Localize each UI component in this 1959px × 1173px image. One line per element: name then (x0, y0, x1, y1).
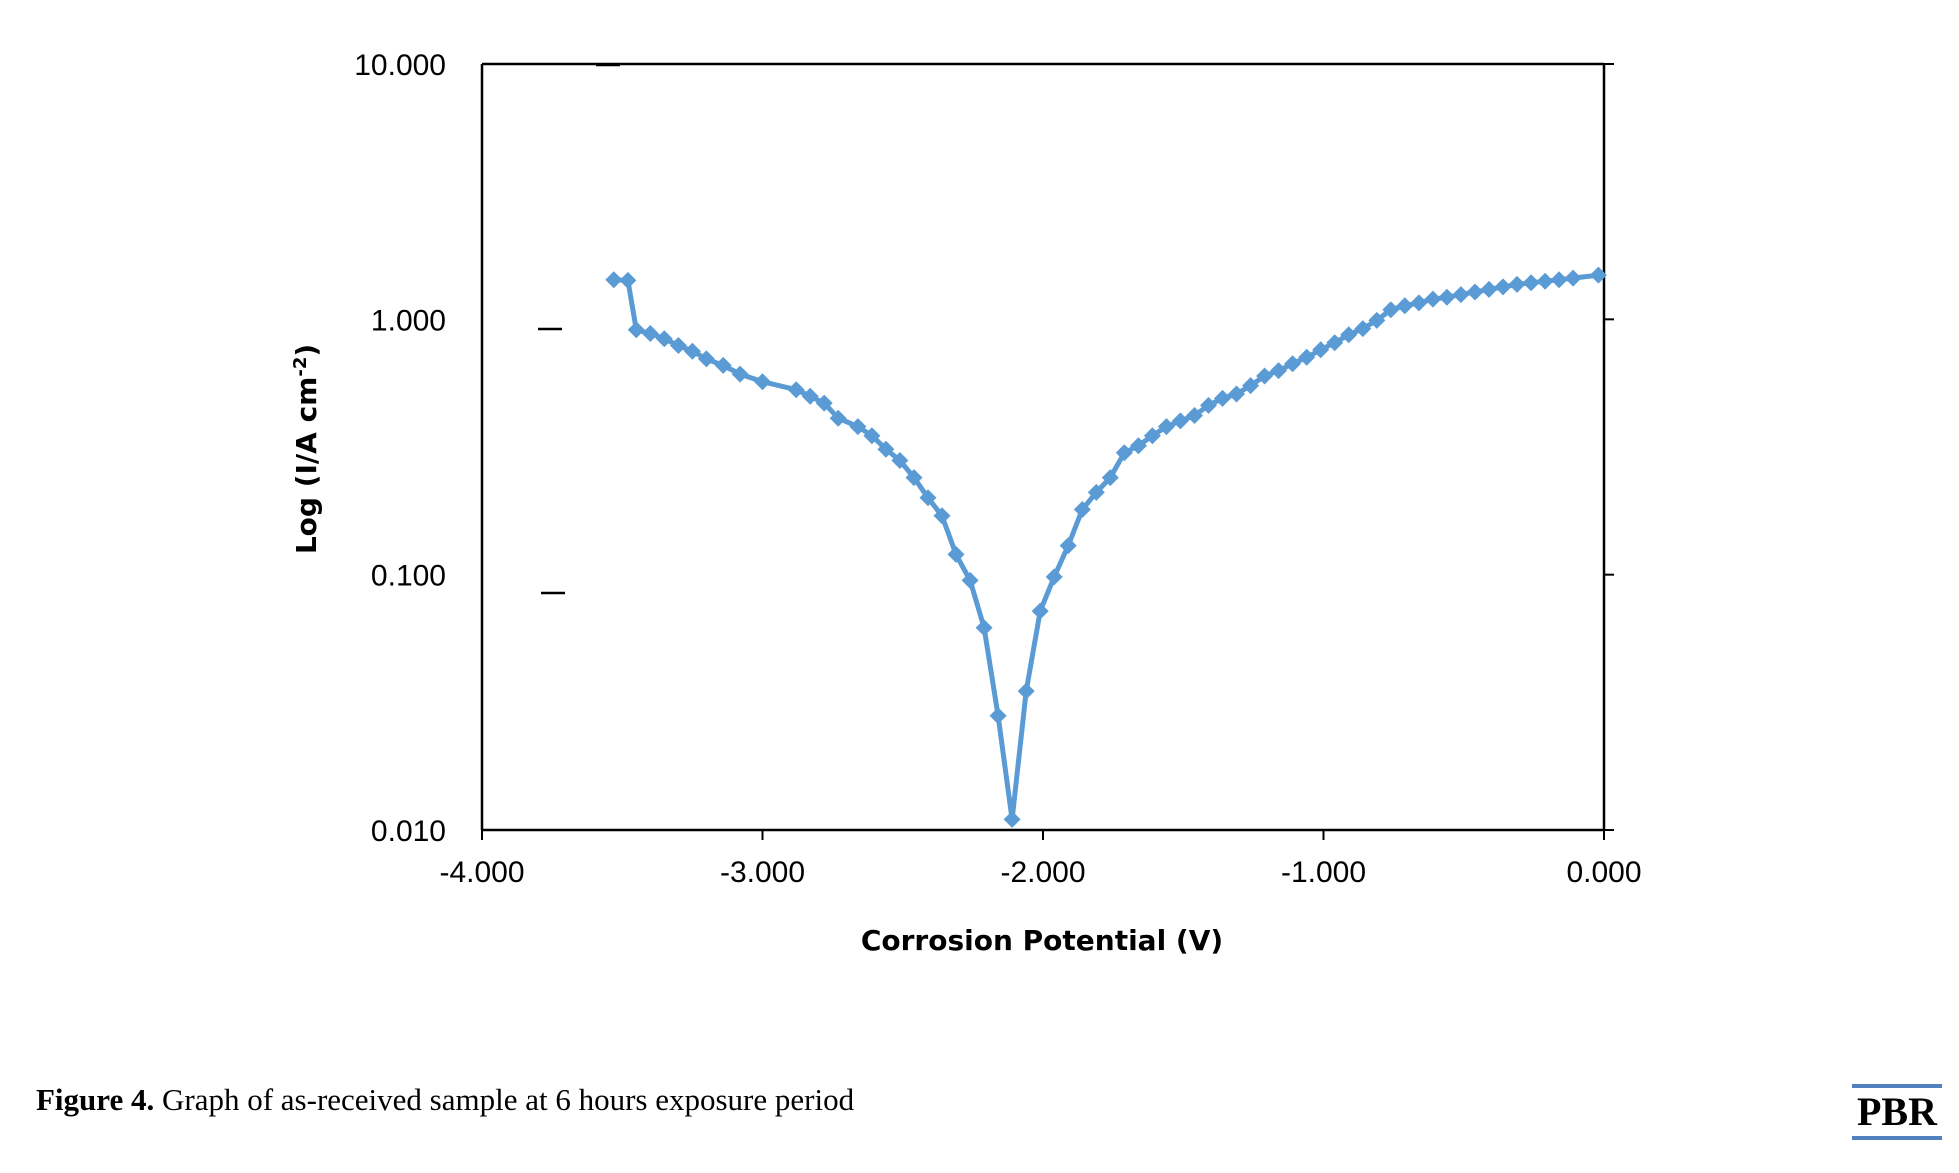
y-tick-label: 10.000 (354, 49, 446, 82)
data-point (1101, 469, 1119, 487)
data-point (1228, 385, 1245, 403)
data-point (975, 619, 993, 637)
y-axis: 10.000 1.000 0.100 0.010 (354, 49, 1614, 848)
data-point (1536, 272, 1554, 290)
data-point (961, 571, 979, 589)
y-tick-label: 0.100 (371, 560, 446, 593)
logo-bar-bottom (1852, 1136, 1942, 1140)
publisher-logo: PBR (1852, 1084, 1942, 1140)
figure-caption: Figure 4. Graph of as-received sample at… (36, 1082, 854, 1118)
data-point (1480, 280, 1498, 298)
data-point (1368, 311, 1386, 329)
data-point (1424, 290, 1442, 308)
y-axis-title: Log (I/A cm-2) (290, 344, 324, 554)
data-point (697, 350, 715, 368)
x-tick-label: -4.000 (439, 856, 524, 889)
data-point (1298, 348, 1316, 366)
data-point (1045, 568, 1063, 586)
data-point (829, 409, 847, 427)
data-point (731, 365, 749, 383)
data-point (1410, 294, 1428, 312)
data-point (1214, 389, 1231, 407)
data-point (1494, 278, 1512, 296)
data-point (1087, 483, 1105, 501)
x-tick-label: -3.000 (720, 856, 805, 889)
data-point (1312, 341, 1330, 359)
data-point (1382, 301, 1400, 319)
data-point (947, 545, 965, 563)
figure-caption-text: Graph of as-received sample at 6 hours e… (154, 1082, 855, 1117)
data-point (801, 387, 819, 405)
data-point (1186, 407, 1203, 424)
data-point (1031, 602, 1049, 620)
data-point (905, 469, 923, 487)
data-point (1157, 418, 1175, 436)
data-point (605, 271, 623, 289)
data-point (1508, 275, 1526, 293)
data-point (1003, 810, 1021, 828)
data-point (1129, 437, 1147, 455)
data-point (714, 356, 732, 374)
data-point (641, 325, 659, 342)
data-point (1326, 334, 1344, 352)
x-axis-title: Corrosion Potential (V) (861, 924, 1223, 957)
y-axis-title-close: ) (290, 344, 323, 357)
data-point (627, 321, 645, 339)
data-point (1115, 444, 1133, 462)
logo-bar-top (1852, 1084, 1942, 1088)
data-point (1270, 362, 1288, 380)
x-axis: -4.000 -3.000 -2.000 -1.000 0.000 (439, 830, 1642, 889)
data-point (1564, 269, 1582, 287)
data-point (1550, 271, 1568, 289)
data-point (989, 707, 1007, 725)
data-point (655, 330, 673, 348)
data-point (1466, 283, 1484, 301)
series-line (613, 272, 1599, 822)
data-point (669, 337, 687, 354)
data-point (1522, 274, 1540, 292)
data-point (1452, 286, 1470, 304)
data-point (1340, 326, 1358, 344)
data-point (933, 507, 951, 525)
data-point (1438, 288, 1456, 306)
data-point (891, 452, 909, 469)
data-point (1589, 266, 1607, 284)
data-point (919, 489, 937, 507)
data-point (1396, 297, 1414, 315)
y-axis-title-sup: -2 (290, 357, 311, 377)
data-point (1200, 396, 1217, 414)
data-point (1017, 682, 1035, 700)
figure-label: Figure 4. (36, 1082, 155, 1117)
data-point (1143, 427, 1161, 445)
y-axis-title-main: Log (I/A cm (290, 377, 323, 555)
data-point (787, 381, 805, 399)
x-tick-label: 0.000 (1566, 856, 1641, 889)
plot-frame (480, 62, 1606, 832)
x-tick-label: -2.000 (1000, 856, 1085, 889)
series-layer (605, 266, 1607, 828)
data-point (849, 418, 867, 436)
logo-text: PBR (1857, 1089, 1937, 1134)
data-point (1242, 377, 1260, 395)
data-point (683, 342, 701, 360)
y-tick-label: 1.000 (371, 304, 446, 337)
data-point (619, 271, 637, 289)
data-point (754, 373, 771, 391)
x-tick-label: -1.000 (1281, 856, 1366, 889)
data-point (1059, 537, 1077, 555)
data-point (1256, 367, 1274, 385)
data-point (1073, 501, 1091, 518)
data-point (1354, 320, 1372, 338)
data-point (1171, 412, 1189, 430)
y-tick-label: 0.010 (371, 815, 446, 848)
data-point (863, 427, 881, 445)
data-point (815, 394, 833, 412)
data-point (877, 440, 895, 458)
data-point (1284, 355, 1302, 373)
